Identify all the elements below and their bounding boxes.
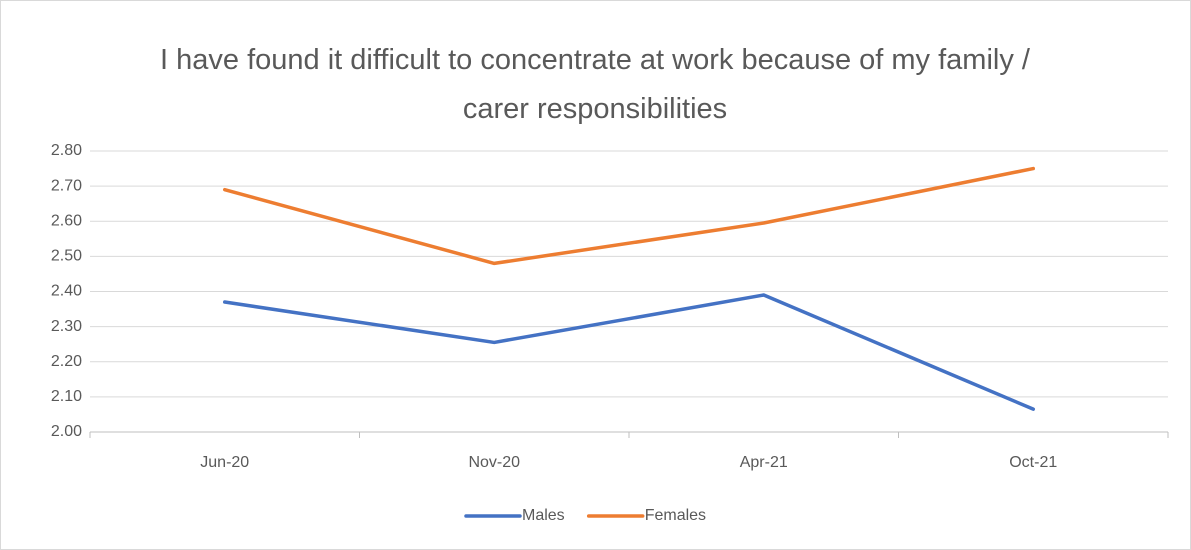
- x-tick-label: Apr-21: [740, 454, 788, 471]
- legend-label: Males: [522, 507, 565, 524]
- x-tick-label: Nov-20: [468, 454, 520, 471]
- y-tick-label: 2.40: [51, 283, 82, 300]
- x-tick-label: Oct-21: [1009, 454, 1057, 471]
- y-tick-label: 2.30: [51, 318, 82, 335]
- data-line: [223, 293, 1035, 411]
- y-tick-label: 2.10: [51, 388, 82, 405]
- y-tick-label: 2.50: [51, 248, 82, 265]
- y-tick-label: 2.80: [51, 142, 82, 159]
- chart-title: I have found it difficult to concentrate…: [160, 44, 1030, 125]
- data-line: [223, 166, 1035, 266]
- y-tick-label: 2.00: [51, 423, 82, 440]
- y-tick-label: 2.60: [51, 212, 82, 229]
- legend-label: Females: [645, 507, 706, 524]
- x-tick-label: Jun-20: [200, 454, 249, 471]
- y-tick-label: 2.20: [51, 353, 82, 370]
- y-tick-label: 2.70: [51, 177, 82, 194]
